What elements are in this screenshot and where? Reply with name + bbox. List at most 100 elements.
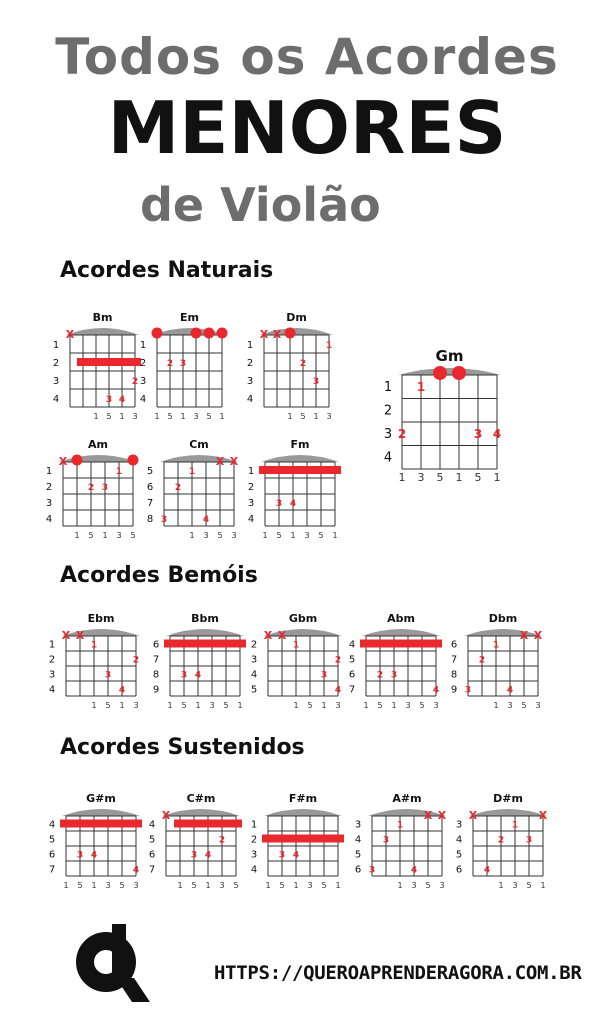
nut	[398, 368, 501, 375]
finger-number: 4	[290, 499, 296, 509]
interval-label: 5	[88, 531, 93, 540]
interval-label: 1	[265, 881, 270, 890]
finger-number: 4	[133, 866, 139, 876]
open-string-marker	[190, 327, 202, 339]
nut	[264, 629, 342, 636]
finger-number: 3	[474, 427, 482, 441]
interval-label: 1	[397, 881, 402, 890]
finger-number: 4	[493, 427, 501, 441]
muted-string-marker: X	[260, 328, 269, 341]
fret-label: 3	[251, 850, 257, 861]
finger-number: 1	[512, 821, 518, 831]
fret-label: 9	[451, 685, 457, 696]
interval-label: 5	[217, 531, 222, 540]
interval-label: 1	[102, 531, 107, 540]
muted-string-marker: X	[520, 629, 529, 642]
fret-label: 5	[355, 850, 361, 861]
interval-label: 5	[526, 881, 531, 890]
finger-number: 4	[195, 671, 201, 681]
nut	[166, 629, 244, 636]
interval-label: 5	[119, 881, 124, 890]
fret-label: 4	[355, 835, 361, 846]
fret-label: 1	[46, 466, 52, 477]
fret-label: 4	[247, 394, 253, 405]
interval-label: 1	[63, 881, 68, 890]
finger-number: 3	[106, 395, 112, 405]
finger-number: 3	[77, 851, 83, 861]
interval-label: 1	[119, 412, 124, 421]
nut	[362, 629, 440, 636]
fret-label: 6	[355, 865, 361, 876]
interval-label: 3	[439, 881, 444, 890]
footer-url[interactable]: HTTPS://QUEROAPRENDERAGORA.COM.BR	[214, 962, 582, 984]
nut	[66, 328, 139, 335]
chord-name: C#m	[187, 792, 216, 805]
finger-number: 1	[293, 641, 299, 651]
fret-label: 5	[149, 835, 155, 846]
fret-label: 2	[140, 358, 146, 369]
interval-label: 5	[105, 701, 110, 710]
open-string-marker	[452, 366, 466, 380]
interval-label: 1	[195, 701, 200, 710]
finger-number: 3	[279, 851, 285, 861]
finger-number: 1	[91, 641, 97, 651]
chord-name: G#m	[86, 792, 116, 805]
barre-bar	[164, 639, 246, 648]
finger-number: 4	[484, 866, 490, 876]
interval-label: 5	[321, 881, 326, 890]
barre-bar	[60, 819, 142, 828]
muted-string-marker: X	[264, 629, 273, 642]
fret-label: 4	[251, 865, 257, 876]
interval-label: 1	[219, 412, 224, 421]
chord-name: Abm	[387, 612, 415, 625]
finger-number: 2	[479, 656, 485, 666]
muted-string-marker: X	[230, 455, 239, 468]
finger-number: 3	[180, 359, 186, 369]
chord-name: Ebm	[88, 612, 115, 625]
nut	[153, 328, 226, 335]
chord-name: D#m	[493, 792, 523, 805]
interval-label: 5	[167, 412, 172, 421]
finger-number: 3	[391, 671, 397, 681]
fret-label: 2	[251, 835, 257, 846]
interval-label: 1	[293, 701, 298, 710]
fret-label: 2	[251, 640, 257, 651]
finger-number: 3	[526, 836, 532, 846]
muted-string-marker: X	[216, 455, 225, 468]
interval-label: 3	[193, 412, 198, 421]
interval-label: 3	[326, 412, 331, 421]
interval-label: 5	[300, 412, 305, 421]
chord-name: Bm	[93, 311, 113, 324]
muted-string-marker: X	[162, 809, 171, 822]
muted-string-marker: X	[278, 629, 287, 642]
fret-label: 3	[46, 498, 52, 509]
nut	[62, 629, 140, 636]
finger-number: 4	[335, 686, 341, 696]
section-title-bemois: Acordes Bemóis	[60, 563, 258, 588]
interval-label: 1	[180, 412, 185, 421]
open-string-marker	[151, 327, 163, 339]
finger-number: 2	[133, 656, 139, 666]
muted-string-marker: X	[62, 629, 71, 642]
fret-label: 9	[153, 685, 159, 696]
fret-label: 3	[384, 427, 392, 442]
finger-number: 4	[433, 686, 439, 696]
interval-label: 3	[132, 412, 137, 421]
finger-number: 4	[411, 866, 417, 876]
fret-label: 7	[349, 685, 355, 696]
chord-name: Dm	[286, 311, 307, 324]
interval-label: 5	[318, 531, 323, 540]
muted-string-marker: X	[469, 809, 478, 822]
finger-number: 3	[161, 515, 167, 525]
chord-name: Gm	[436, 347, 464, 365]
fret-label: 1	[49, 640, 55, 651]
fret-label: 1	[53, 340, 59, 351]
barre-bar	[77, 358, 141, 366]
